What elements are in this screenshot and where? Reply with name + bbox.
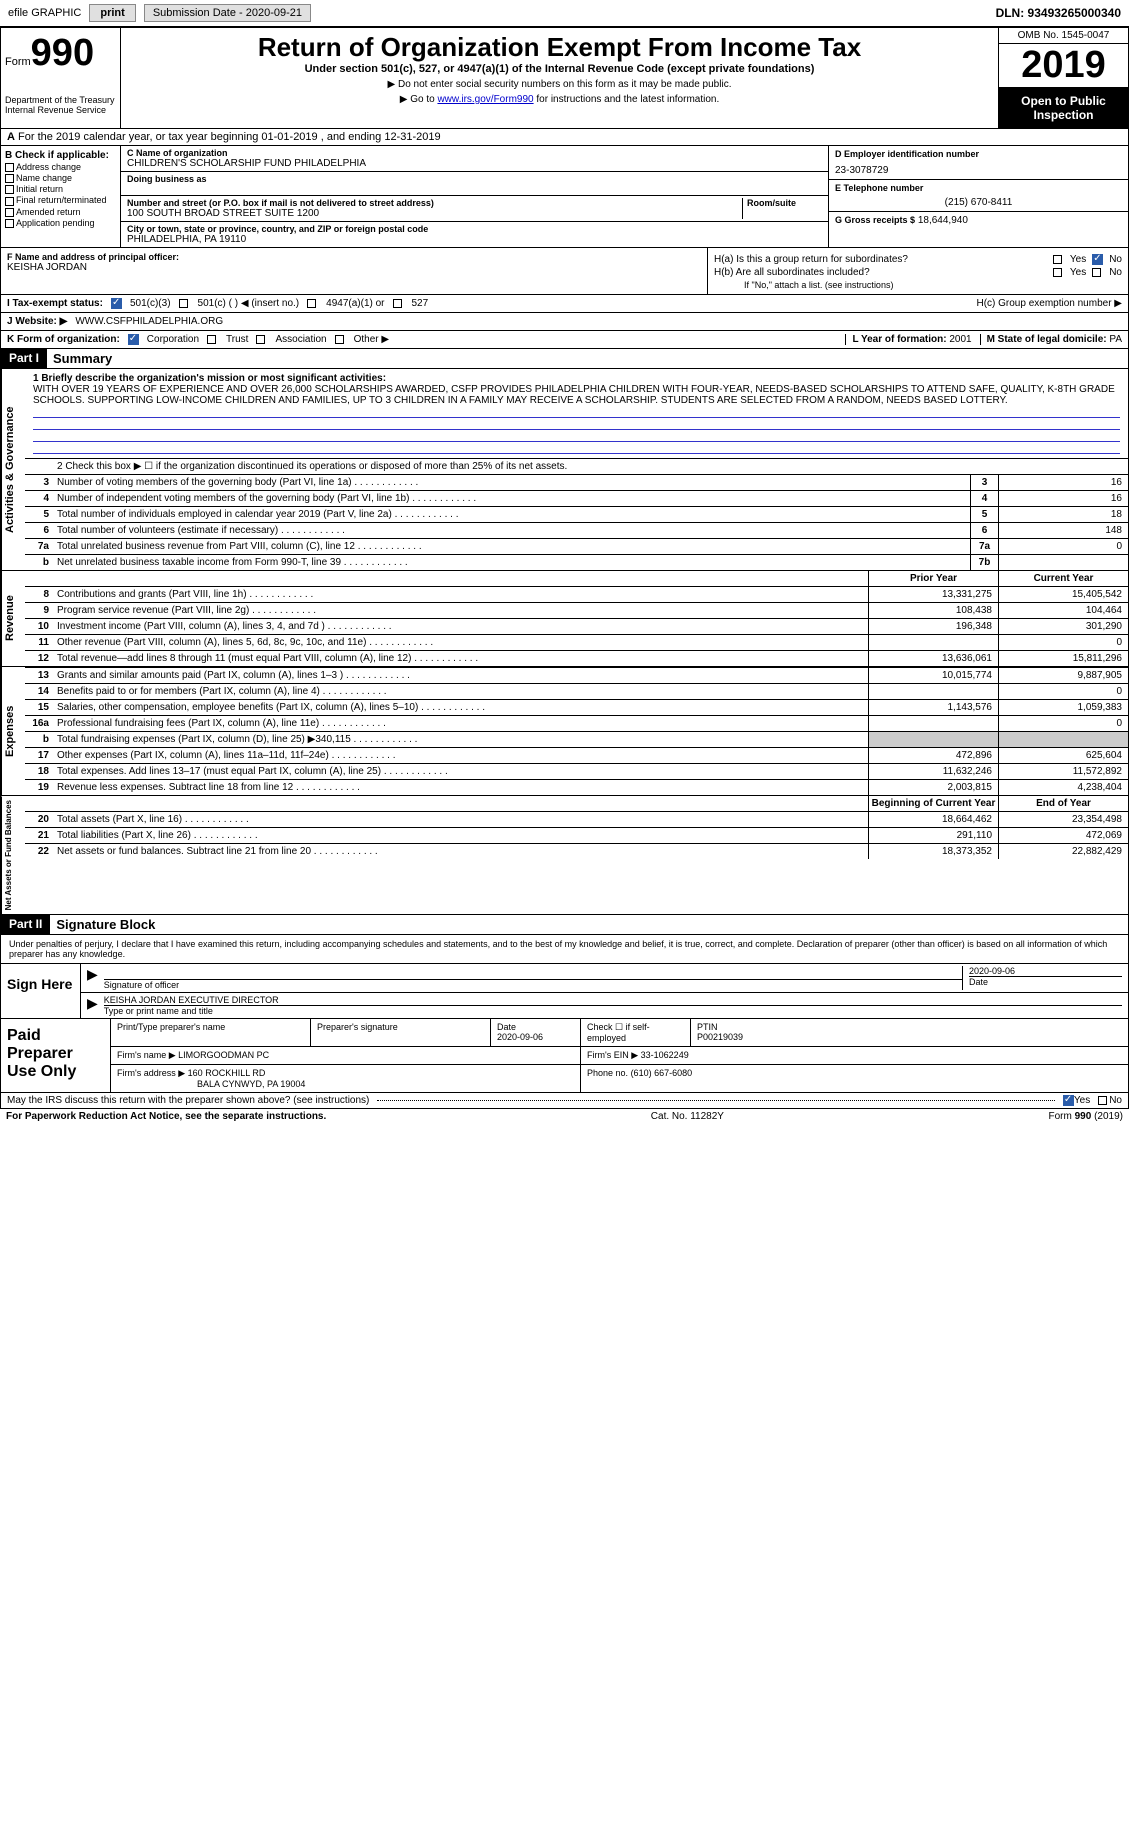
efile-label: efile GRAPHIC [8, 7, 81, 19]
website: WWW.CSFPHILADELPHIA.ORG [75, 316, 223, 327]
row-17: 17Other expenses (Part IX, column (A), l… [25, 747, 1128, 763]
discuss-yes-checked[interactable] [1063, 1095, 1074, 1106]
form-header: Form990 Department of the Treasury Inter… [0, 27, 1129, 129]
vert-expenses: Expenses [1, 667, 25, 795]
dept-label: Department of the Treasury Internal Reve… [5, 95, 116, 115]
row-10: 10Investment income (Part VIII, column (… [25, 618, 1128, 634]
mission-block: 1 Briefly describe the organization's mi… [25, 369, 1128, 458]
line-a: A For the 2019 calendar year, or tax yea… [0, 129, 1129, 146]
row-b: bNet unrelated business taxable income f… [25, 554, 1128, 570]
part1-body: Activities & Governance 1 Briefly descri… [0, 369, 1129, 915]
row-16a: 16aProfessional fundraising fees (Part I… [25, 715, 1128, 731]
row-15: 15Salaries, other compensation, employee… [25, 699, 1128, 715]
form-number: Form990 [5, 32, 116, 75]
firm-name: LIMORGOODMAN PC [178, 1050, 269, 1060]
chk-address[interactable]: Address change [5, 162, 116, 172]
corp-checked[interactable] [128, 334, 139, 345]
row-9: 9Program service revenue (Part VIII, lin… [25, 602, 1128, 618]
ptin: P00219039 [697, 1032, 743, 1042]
row-22: 22Net assets or fund balances. Subtract … [25, 843, 1128, 859]
501c3-checked[interactable] [111, 298, 122, 309]
chk-name[interactable]: Name change [5, 173, 116, 183]
signature-section: Under penalties of perjury, I declare th… [0, 935, 1129, 1093]
tax-year: 2019 [999, 44, 1128, 88]
row-4: 4Number of independent voting members of… [25, 490, 1128, 506]
firm-phone: (610) 667-6080 [631, 1068, 693, 1078]
h-b: H(b) Are all subordinates included? Yes … [714, 267, 1122, 278]
chk-initial[interactable]: Initial return [5, 184, 116, 194]
org-name: CHILDREN'S SCHOLARSHIP FUND PHILADELPHIA [127, 158, 822, 169]
print-button[interactable]: print [89, 4, 135, 22]
row-19: 19Revenue less expenses. Subtract line 1… [25, 779, 1128, 795]
perjury-declaration: Under penalties of perjury, I declare th… [1, 935, 1128, 963]
top-bar: efile GRAPHIC print Submission Date - 20… [0, 0, 1129, 27]
row-20: 20Total assets (Part X, line 16)18,664,4… [25, 811, 1128, 827]
row-8: 8Contributions and grants (Part VIII, li… [25, 586, 1128, 602]
part1-header: Part I Summary [0, 349, 1129, 369]
row-21: 21Total liabilities (Part X, line 26)291… [25, 827, 1128, 843]
ein: 23-3078729 [835, 165, 1122, 176]
officer-typed-name: KEISHA JORDAN EXECUTIVE DIRECTOR [104, 995, 1122, 1006]
submission-date: Submission Date - 2020-09-21 [144, 4, 311, 22]
chk-amended[interactable]: Amended return [5, 207, 116, 217]
hb-no-checked[interactable] [1092, 254, 1103, 265]
form-title: Return of Organization Exempt From Incom… [129, 32, 990, 63]
footer: For Paperwork Reduction Act Notice, see … [0, 1109, 1129, 1124]
mission-text: WITH OVER 19 YEARS OF EXPERIENCE AND OVE… [33, 384, 1120, 406]
omb-number: OMB No. 1545-0047 [999, 28, 1128, 44]
row-7a: 7aTotal unrelated business revenue from … [25, 538, 1128, 554]
section-klm: K Form of organization: Corporation Trus… [0, 331, 1129, 349]
row-11: 11Other revenue (Part VIII, column (A), … [25, 634, 1128, 650]
chk-pending[interactable]: Application pending [5, 218, 116, 228]
form-subtitle: Under section 501(c), 527, or 4947(a)(1)… [129, 63, 990, 75]
row-18: 18Total expenses. Add lines 13–17 (must … [25, 763, 1128, 779]
row-13: 13Grants and similar amounts paid (Part … [25, 667, 1128, 683]
officer-name: KEISHA JORDAN [7, 262, 701, 273]
note-ssn: ▶ Do not enter social security numbers o… [129, 79, 990, 90]
sign-here-label: Sign Here [1, 964, 81, 1018]
vert-netassets: Net Assets or Fund Balances [1, 796, 25, 914]
row-b: bTotal fundraising expenses (Part IX, co… [25, 731, 1128, 747]
discuss-row: May the IRS discuss this return with the… [0, 1093, 1129, 1109]
row-6: 6Total number of volunteers (estimate if… [25, 522, 1128, 538]
vert-governance: Activities & Governance [1, 369, 25, 570]
section-c: C Name of organization CHILDREN'S SCHOLA… [121, 146, 828, 247]
row-14: 14Benefits paid to or for members (Part … [25, 683, 1128, 699]
section-i: I Tax-exempt status: 501(c)(3) 501(c) ( … [0, 295, 1129, 313]
org-city: PHILADELPHIA, PA 19110 [127, 234, 822, 245]
dln-label: DLN: 93493265000340 [996, 6, 1121, 20]
h-a: H(a) Is this a group return for subordin… [714, 254, 1122, 265]
phone: (215) 670-8411 [835, 197, 1122, 208]
firm-ein: 33-1062249 [641, 1050, 689, 1060]
paid-preparer-label: Paid Preparer Use Only [1, 1019, 111, 1092]
section-j: J Website: ▶ WWW.CSFPHILADELPHIA.ORG [0, 313, 1129, 331]
main-info-grid: B Check if applicable: Address change Na… [0, 146, 1129, 248]
section-b: B Check if applicable: Address change Na… [1, 146, 121, 247]
section-right: D Employer identification number 23-3078… [828, 146, 1128, 247]
inspection-label: Open to Public Inspection [999, 88, 1128, 128]
gross-receipts: 18,644,940 [918, 215, 968, 226]
irs-link[interactable]: www.irs.gov/Form990 [437, 94, 533, 105]
row-3: 3Number of voting members of the governi… [25, 474, 1128, 490]
chk-final[interactable]: Final return/terminated [5, 195, 116, 205]
row-5: 5Total number of individuals employed in… [25, 506, 1128, 522]
note-link: ▶ Go to www.irs.gov/Form990 for instruct… [129, 94, 990, 105]
part2-header: Part II Signature Block [0, 915, 1129, 935]
line-2: 2 Check this box ▶ ☐ if the organization… [25, 458, 1128, 474]
row-12: 12Total revenue—add lines 8 through 11 (… [25, 650, 1128, 666]
org-address: 100 SOUTH BROAD STREET SUITE 1200 [127, 208, 742, 219]
officer-h-row: F Name and address of principal officer:… [0, 248, 1129, 295]
vert-revenue: Revenue [1, 571, 25, 666]
